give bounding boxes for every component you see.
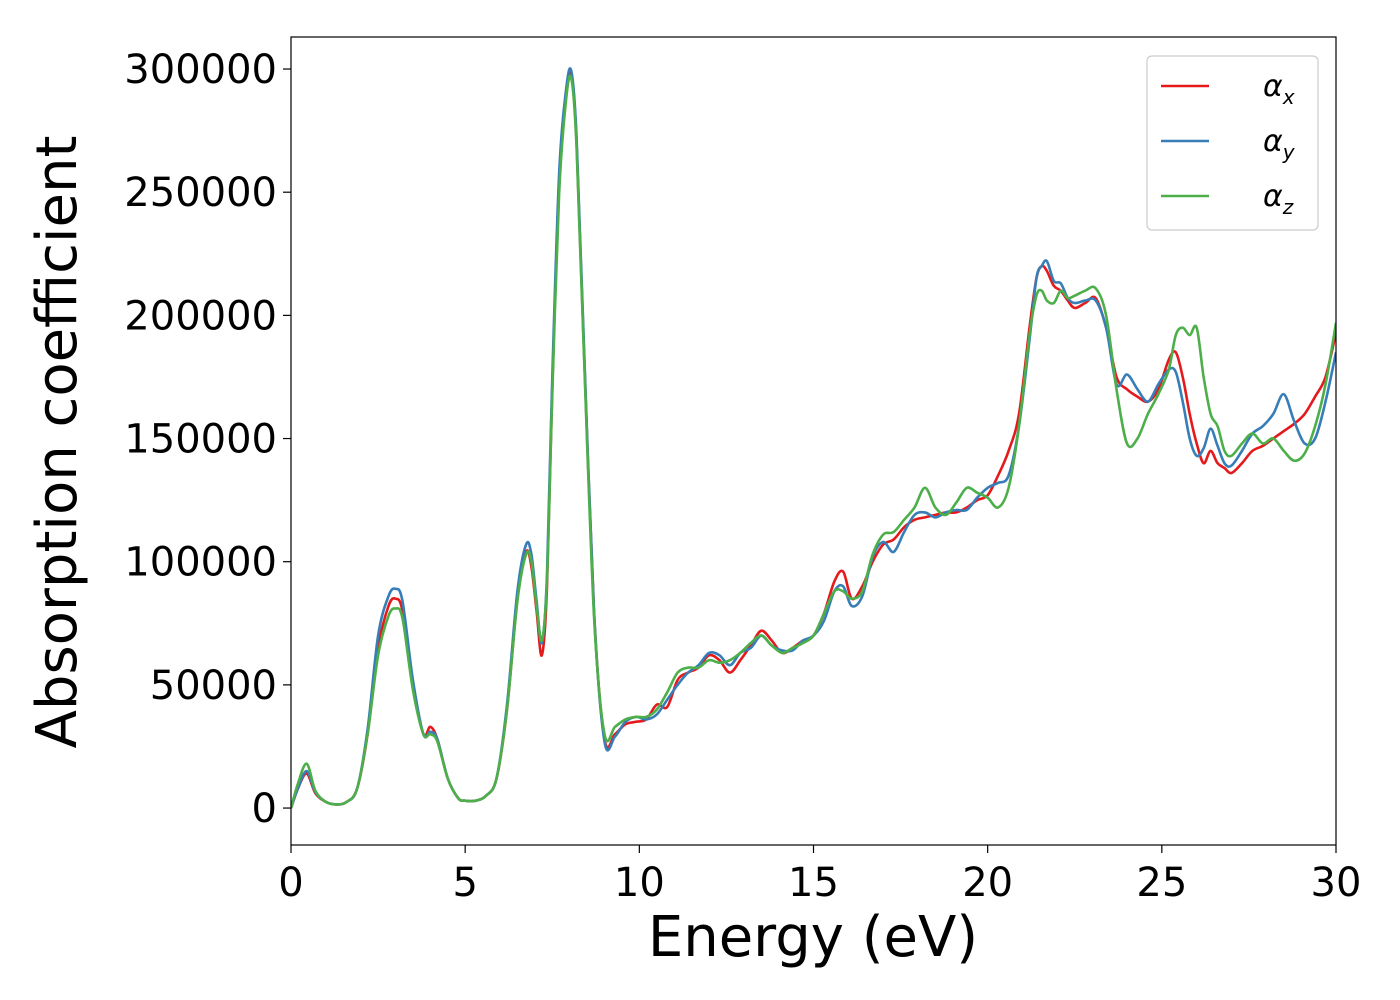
y-tick-label: 250000 <box>124 170 277 216</box>
x-tick-label: 20 <box>962 860 1013 906</box>
y-tick-label: 300000 <box>124 47 277 93</box>
legend-label-alpha-x: αx <box>1263 69 1295 109</box>
y-tick-label: 200000 <box>124 293 277 339</box>
x-tick-label: 0 <box>278 860 303 906</box>
plot-lines <box>291 67 1336 809</box>
y-tick-label: 150000 <box>124 417 277 463</box>
x-tick-label: 25 <box>1136 860 1187 906</box>
x-axis: 0 5 10 15 20 25 30 <box>278 845 1361 906</box>
x-tick-label: 15 <box>788 860 839 906</box>
x-tick-label: 30 <box>1311 860 1362 906</box>
legend-label-alpha-y: αy <box>1263 124 1296 164</box>
y-axis: 0 50000 100000 150000 200000 250000 300000 <box>124 47 291 832</box>
series-line-alpha-z <box>291 74 1336 809</box>
y-tick-label: 0 <box>252 786 277 832</box>
legend-box <box>1146 55 1319 231</box>
y-axis-title: Absorption coefficient <box>25 136 90 749</box>
y-tick-label: 50000 <box>150 663 277 709</box>
x-tick-label: 5 <box>452 860 477 906</box>
legend: αx αy αz <box>1146 55 1319 231</box>
y-tick-label: 100000 <box>124 540 277 586</box>
x-axis-title: Energy (eV) <box>648 905 978 970</box>
legend-label-alpha-z: αz <box>1263 179 1294 219</box>
x-tick-label: 10 <box>614 860 665 906</box>
